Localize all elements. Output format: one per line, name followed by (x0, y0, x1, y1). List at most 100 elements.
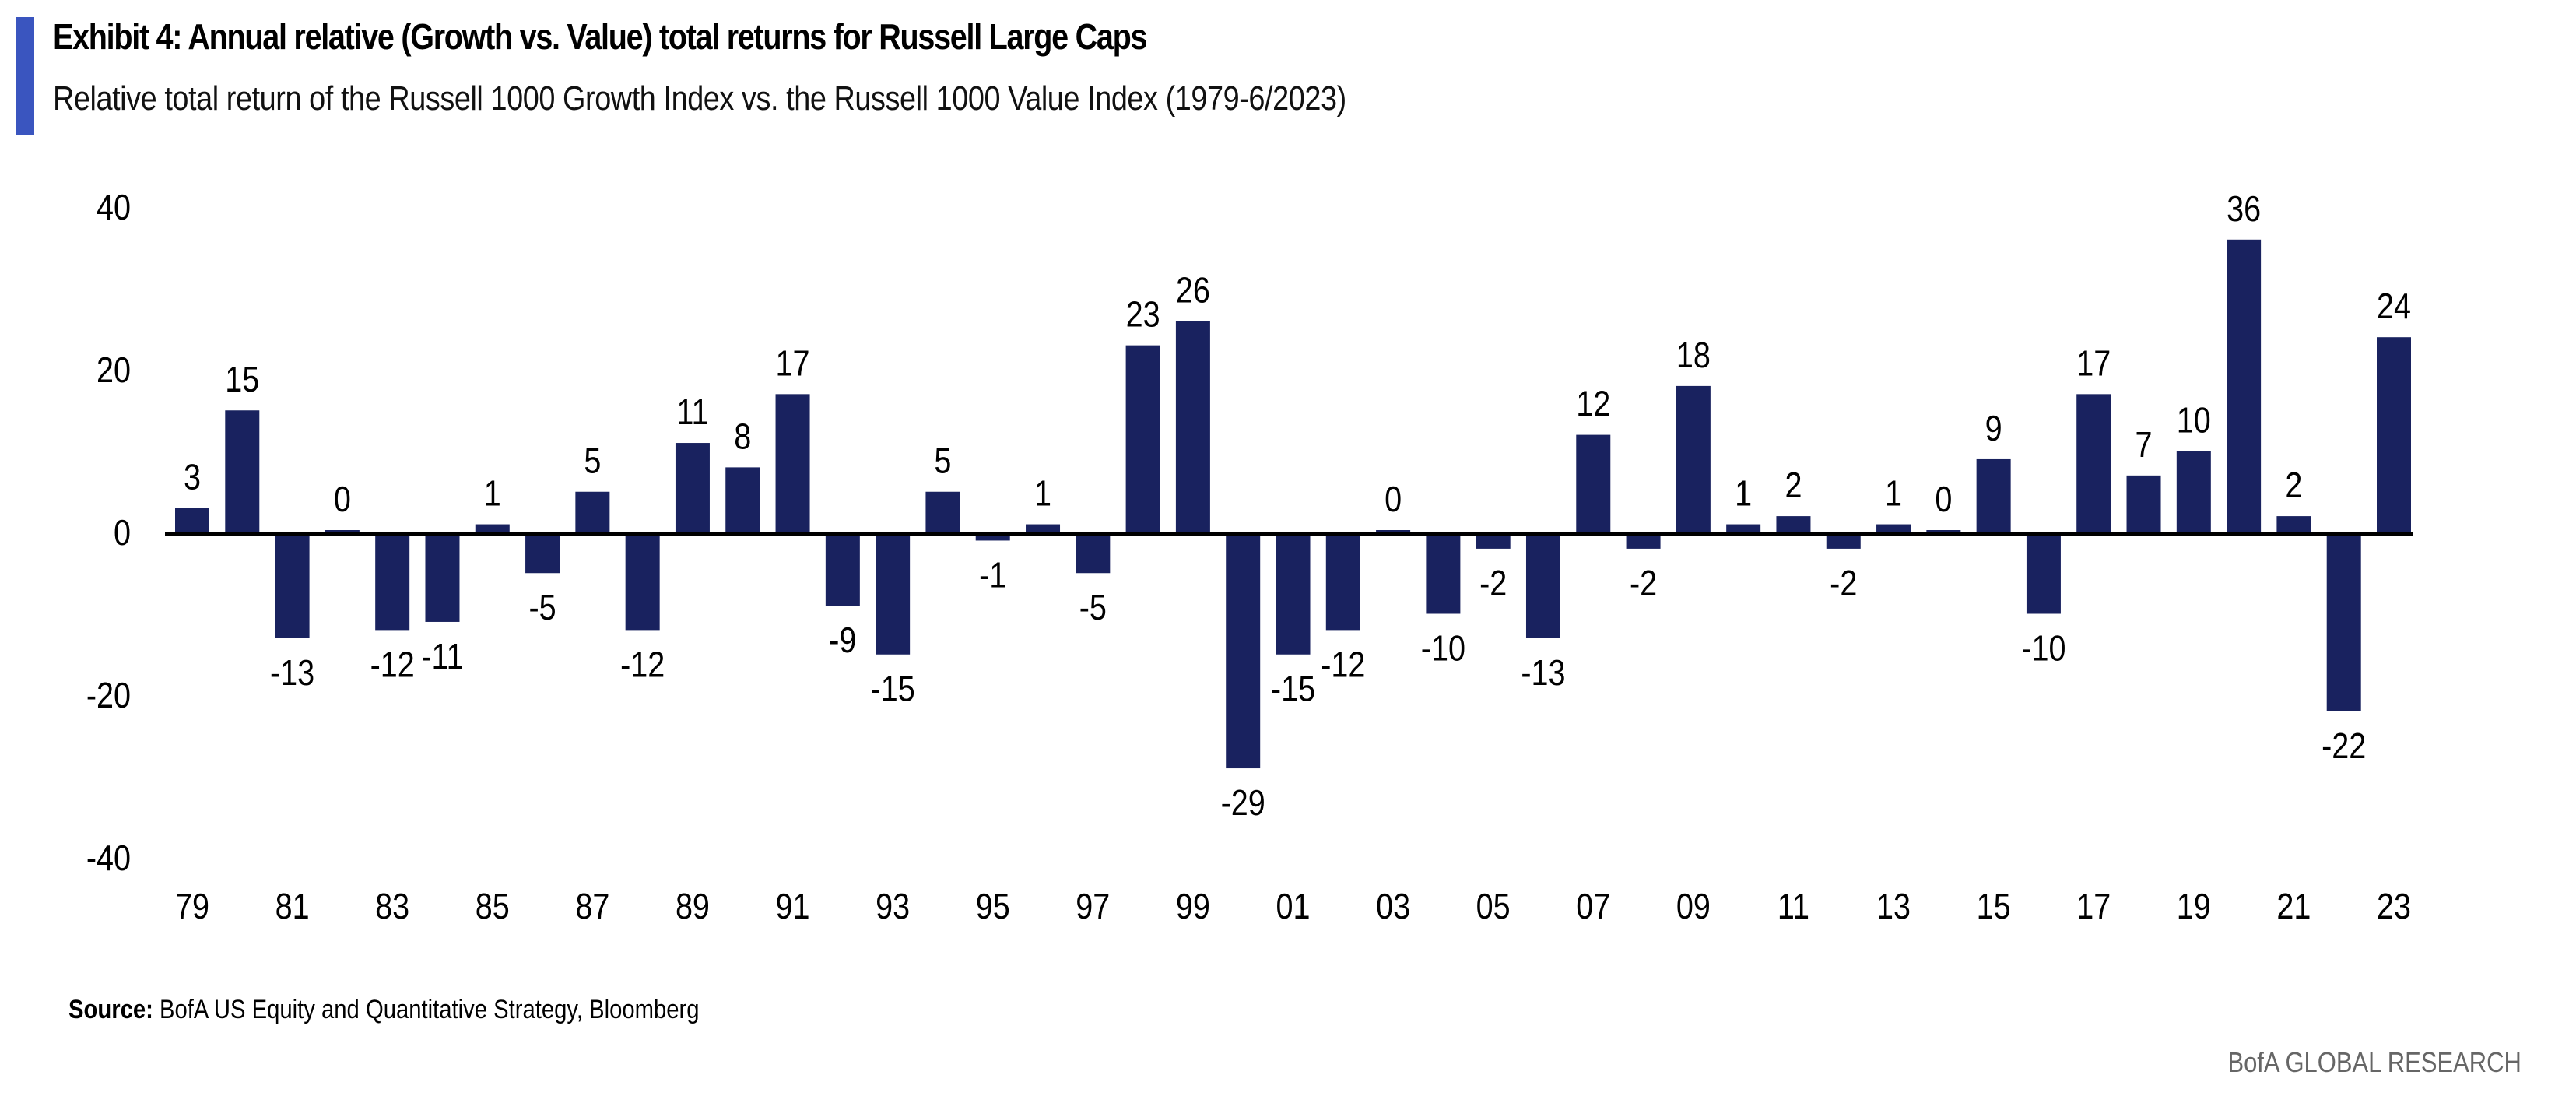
x-tick-label: 83 (375, 887, 409, 926)
x-tick-label: 03 (1376, 887, 1410, 926)
x-tick-label: 87 (575, 887, 609, 926)
data-label-89: 11 (676, 392, 708, 432)
bar-98 (1125, 345, 1160, 532)
source-note: Source: BofA US Equity and Quantitative … (68, 995, 699, 1025)
data-label-81: -13 (270, 653, 314, 693)
data-label-87: 5 (584, 441, 601, 481)
source-label: Source: (68, 995, 153, 1024)
data-label-23: 24 (2377, 286, 2411, 326)
bar-81 (275, 532, 310, 638)
bar-94 (925, 491, 960, 532)
bar-22 (2326, 532, 2361, 711)
data-label-17: 17 (2076, 344, 2111, 384)
x-tick-label: 01 (1276, 887, 1310, 926)
chart-title: Exhibit 4: Annual relative (Growth vs. V… (53, 16, 1147, 57)
data-label-08: -2 (1630, 564, 1657, 603)
bar-05 (1476, 532, 1511, 549)
bar-02 (1325, 532, 1360, 631)
x-tick-label: 23 (2377, 887, 2411, 926)
bar-17 (2076, 394, 2111, 532)
y-tick-label: 40 (97, 188, 131, 227)
bar-18 (2126, 475, 2161, 532)
data-label-88: -12 (620, 645, 665, 685)
bar-96 (1026, 524, 1061, 532)
x-tick-label: 21 (2276, 887, 2311, 926)
bar-04 (1426, 532, 1461, 614)
bar-88 (625, 532, 660, 631)
data-label-00: -29 (1221, 783, 1265, 823)
data-label-18: 7 (2136, 425, 2153, 465)
bar-19 (2176, 451, 2211, 532)
data-label-96: 1 (1034, 474, 1051, 514)
bar-85 (475, 524, 510, 532)
y-tick-label: 0 (114, 513, 131, 553)
bar-08 (1626, 532, 1661, 549)
data-label-12: -2 (1830, 564, 1857, 603)
data-label-90: 8 (734, 417, 751, 457)
data-label-03: 0 (1385, 479, 1402, 519)
bar-91 (775, 394, 810, 532)
data-labels: 315-130-12 -111-55-1211817-9-155-11-52326… (184, 189, 2411, 824)
bar-03 (1376, 530, 1411, 533)
data-label-04: -10 (1421, 629, 1465, 669)
x-tick-label: 91 (776, 887, 810, 926)
data-label-15: 9 (1985, 409, 2002, 448)
x-tick-label: 13 (1876, 887, 1911, 926)
x-axis-ticks: 79 81 83 85 87 89 91 93 95 97 99 01 03 05 07 09 11 13 15 17… (175, 887, 2411, 926)
data-label-16: -10 (2021, 629, 2065, 669)
x-tick-label: 17 (2076, 887, 2111, 926)
bar-89 (675, 443, 710, 532)
data-label-93: -15 (871, 669, 915, 709)
bar-90 (725, 467, 760, 532)
y-tick-label: 20 (97, 350, 131, 390)
data-label-09: 18 (1676, 335, 1711, 375)
x-tick-label: 97 (1076, 887, 1110, 926)
bar-07 (1576, 434, 1611, 532)
bar-82 (325, 530, 360, 533)
x-tick-label: 05 (1476, 887, 1511, 926)
x-tick-label: 19 (2177, 887, 2211, 926)
bar-80 (225, 410, 260, 532)
data-label-20: 36 (2227, 189, 2261, 229)
data-label-05: -2 (1479, 564, 1507, 603)
bar-01 (1276, 532, 1311, 655)
data-label-86: -5 (528, 588, 556, 628)
x-tick-label: 85 (476, 887, 510, 926)
data-label-79: 3 (184, 458, 201, 497)
x-tick-label: 15 (1977, 887, 2011, 926)
bar-92 (825, 532, 860, 606)
bar-23 (2377, 337, 2411, 532)
bar-16 (2026, 532, 2061, 614)
bar-21 (2276, 516, 2311, 532)
data-label-22: -22 (2322, 726, 2366, 766)
data-label-98: 23 (1126, 295, 1160, 335)
x-tick-label: 79 (175, 887, 209, 926)
x-tick-label: 95 (976, 887, 1010, 926)
x-tick-label: 99 (1176, 887, 1210, 926)
bars (175, 239, 2411, 769)
title-accent-bar (16, 17, 34, 135)
source-text: BofA US Equity and Quantitative Strategy… (160, 995, 700, 1024)
x-tick-label: 89 (676, 887, 710, 926)
data-label-13: 1 (1885, 474, 1902, 514)
bar-13 (1876, 524, 1911, 532)
bar-09 (1676, 385, 1711, 532)
bar-86 (525, 532, 560, 574)
data-label-19: 10 (2177, 401, 2211, 441)
brand-footer: BofA GLOBAL RESEARCH (2227, 1046, 2522, 1078)
y-tick-label: -20 (86, 676, 131, 715)
bar-87 (575, 491, 610, 532)
data-label-01: -15 (1271, 669, 1315, 709)
data-label-11: 2 (1785, 465, 1802, 505)
data-label-82: 0 (334, 479, 351, 519)
x-tick-label: 09 (1676, 887, 1711, 926)
data-label-07: 12 (1576, 385, 1610, 424)
bar-95 (975, 532, 1010, 541)
data-label-92: -9 (829, 620, 856, 660)
data-label-97: -5 (1079, 588, 1107, 628)
data-label-94: 5 (934, 441, 951, 481)
x-tick-label: 11 (1778, 887, 1809, 926)
bar-83 (375, 532, 410, 631)
bar-12 (1826, 532, 1861, 549)
